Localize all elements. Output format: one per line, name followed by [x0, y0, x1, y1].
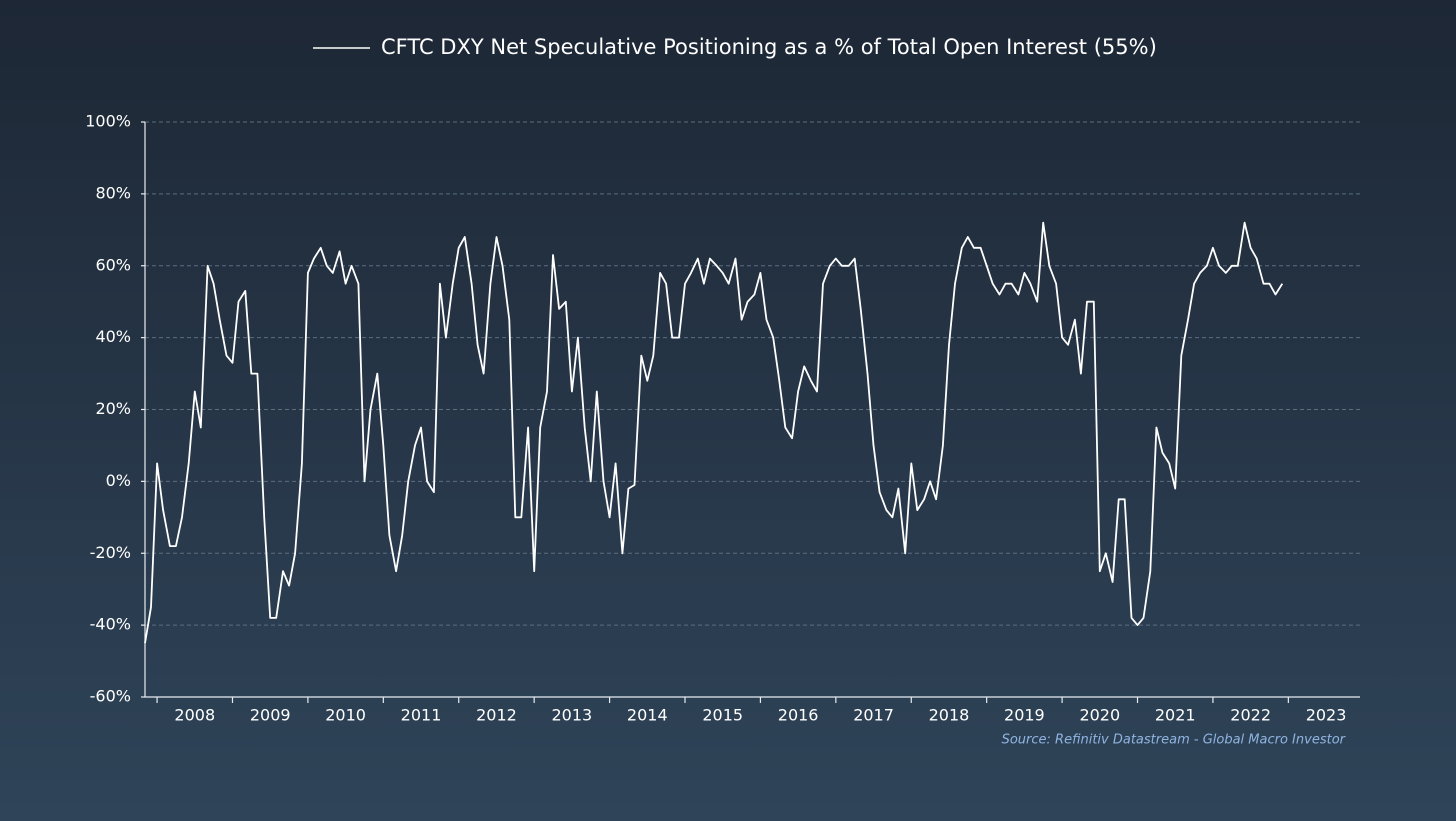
x-tick-label: 2018 — [929, 706, 970, 725]
y-tick-label: -40% — [90, 615, 131, 634]
legend-label: CFTC DXY Net Speculative Positioning as … — [381, 35, 1157, 59]
series-line — [144, 221, 1284, 644]
x-tick-label: 2020 — [1079, 706, 1120, 725]
x-tick-label: 2015 — [702, 706, 743, 725]
x-tick-label: 2008 — [174, 706, 215, 725]
y-tick-label: 40% — [95, 327, 131, 346]
y-tick-label: 20% — [95, 399, 131, 418]
source-note: Source: Refinitiv Datastream - Global Ma… — [1002, 733, 1347, 748]
x-tick-label: 2022 — [1230, 706, 1271, 725]
x-tick-label: 2014 — [627, 706, 668, 725]
x-tick-label: 2010 — [325, 706, 366, 725]
x-tick-label: 2009 — [250, 706, 291, 725]
y-tick-label: 80% — [95, 183, 131, 202]
y-tick-label: -60% — [90, 687, 131, 706]
y-tick-label: -20% — [90, 543, 131, 562]
x-tick-label: 2019 — [1004, 706, 1045, 725]
x-tick-label: 2011 — [401, 706, 442, 725]
x-tick-label: 2012 — [476, 706, 517, 725]
y-tick-label: 60% — [95, 255, 131, 274]
x-tick-label: 2021 — [1155, 706, 1196, 725]
y-tick-label: 0% — [106, 471, 131, 490]
x-tick-label: 2017 — [853, 706, 894, 725]
x-tick-label: 2013 — [552, 706, 593, 725]
y-tick-label: 100% — [85, 112, 131, 131]
x-tick-label: 2016 — [778, 706, 819, 725]
x-tick-label: 2023 — [1306, 706, 1347, 725]
